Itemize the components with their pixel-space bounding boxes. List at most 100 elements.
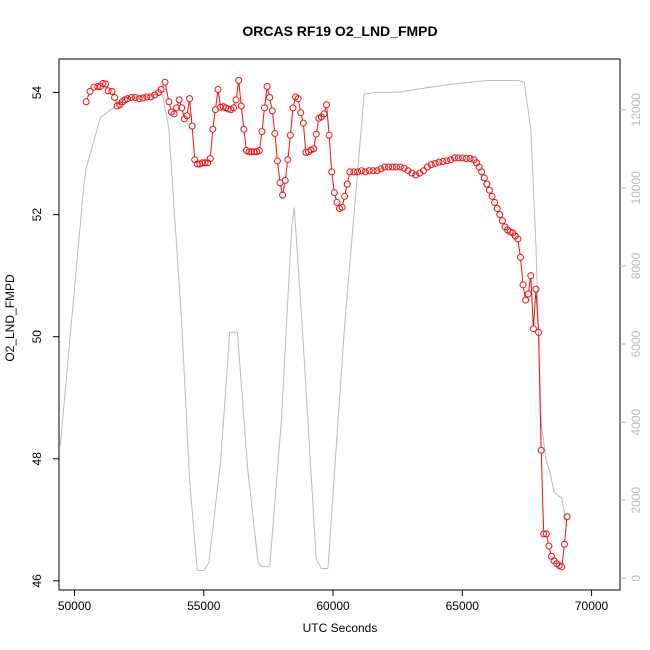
primary-series-segment <box>217 92 221 105</box>
data-point <box>214 86 222 94</box>
y-tick-label: 46 <box>30 574 44 588</box>
data-point <box>357 167 365 175</box>
data-point <box>408 169 416 177</box>
primary-series-segment <box>528 278 531 292</box>
primary-series-segment <box>344 186 348 194</box>
data-point <box>435 158 443 166</box>
primary-series-layer <box>82 76 571 571</box>
data-point <box>235 76 243 84</box>
primary-series-segment <box>326 107 330 133</box>
y-tick-label: 50 <box>30 330 44 344</box>
data-point <box>165 98 173 106</box>
data-point <box>545 542 553 550</box>
primary-series-segment <box>549 548 552 554</box>
data-point <box>333 198 341 206</box>
data-point <box>82 98 90 106</box>
y2-tick-label: 4000 <box>629 408 643 435</box>
primary-series-segment <box>334 195 337 200</box>
data-point <box>261 104 269 112</box>
data-point <box>483 180 491 188</box>
data-point <box>284 156 292 164</box>
data-point <box>514 235 522 243</box>
data-point <box>294 95 302 103</box>
data-point <box>385 163 393 171</box>
primary-series-segment <box>269 100 273 109</box>
primary-series-segment <box>342 199 345 205</box>
primary-series-segment <box>313 136 317 146</box>
data-point <box>108 87 116 95</box>
data-point <box>135 95 143 103</box>
secondary-series-line <box>59 80 568 571</box>
data-point <box>451 154 459 162</box>
data-point <box>427 161 435 169</box>
data-point <box>286 131 294 139</box>
primary-series-segment <box>285 162 288 178</box>
data-point <box>480 174 488 182</box>
data-point <box>271 129 279 137</box>
data-point <box>245 148 253 156</box>
data-point <box>289 104 297 112</box>
y2-tick-label: 2000 <box>629 487 643 514</box>
data-point <box>343 180 351 188</box>
data-point <box>532 285 540 293</box>
data-point <box>312 130 320 138</box>
data-point <box>111 93 119 101</box>
data-point <box>325 131 333 139</box>
data-point <box>104 87 112 95</box>
data-point <box>354 168 362 176</box>
data-point <box>485 186 493 194</box>
data-point <box>328 168 336 176</box>
primary-series-segment <box>169 104 172 110</box>
data-point <box>323 101 331 109</box>
data-point <box>198 159 206 167</box>
primary-series-segment <box>520 260 524 282</box>
data-point <box>388 163 396 171</box>
primary-series-segment <box>328 138 333 169</box>
primary-series-segment <box>264 89 268 105</box>
data-point <box>350 168 358 176</box>
data-point <box>230 104 238 112</box>
data-point <box>183 112 191 120</box>
data-point <box>412 171 420 179</box>
data-point <box>542 530 550 538</box>
data-point <box>431 159 439 167</box>
data-point <box>535 328 543 336</box>
data-point <box>86 87 94 95</box>
data-point <box>498 217 506 225</box>
primary-series-segment <box>287 138 291 157</box>
data-point <box>491 198 499 206</box>
data-point <box>206 154 214 162</box>
x-tick-label: 50000 <box>58 599 92 613</box>
data-point <box>540 530 548 538</box>
data-point <box>102 80 110 88</box>
data-point <box>558 563 566 571</box>
data-point <box>90 83 98 91</box>
data-point <box>392 163 400 171</box>
data-point <box>173 104 181 112</box>
primary-series-segment <box>259 134 263 148</box>
primary-series-segment <box>277 163 281 180</box>
data-point <box>377 165 385 173</box>
primary-series-segment <box>538 335 542 448</box>
data-point <box>217 103 225 111</box>
data-point <box>462 154 470 162</box>
primary-series-segment <box>261 110 265 129</box>
data-point <box>369 167 377 175</box>
data-point <box>193 160 201 168</box>
data-point <box>143 93 151 101</box>
data-point <box>175 96 183 104</box>
data-point <box>529 325 537 333</box>
data-point <box>94 82 102 90</box>
primary-series-segment <box>290 110 294 133</box>
data-point <box>186 95 194 103</box>
primary-series-segment <box>86 93 90 100</box>
data-point <box>299 119 307 127</box>
data-point <box>255 147 263 155</box>
data-point <box>157 86 165 94</box>
primary-series-segment <box>540 453 545 531</box>
primary-series-segment <box>182 110 185 117</box>
data-point <box>346 168 354 176</box>
y2-tick-label: 8000 <box>629 252 643 279</box>
data-point <box>188 122 196 130</box>
